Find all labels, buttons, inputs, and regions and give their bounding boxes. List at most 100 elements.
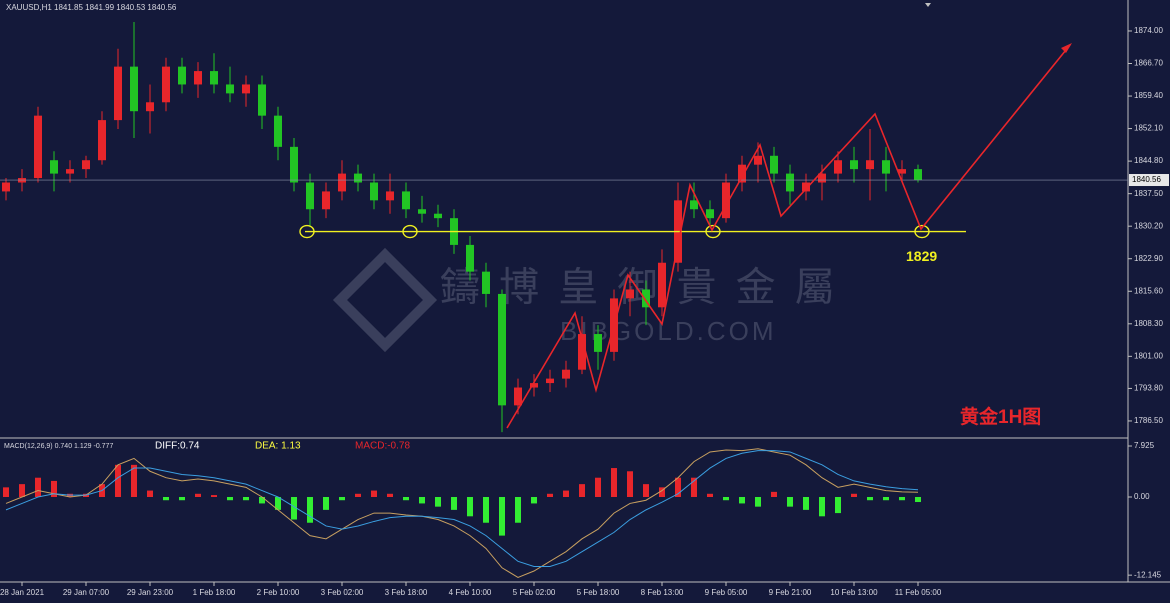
x-tick-label: 4 Feb 10:00 bbox=[449, 588, 492, 597]
macd-bar bbox=[691, 477, 697, 498]
y-tick-label: 1808.30 bbox=[1134, 319, 1163, 328]
macd-bar bbox=[675, 477, 681, 498]
x-tick-label: 5 Feb 02:00 bbox=[513, 588, 556, 597]
macd-bar bbox=[819, 497, 825, 517]
x-tick-label: 1 Feb 18:00 bbox=[193, 588, 236, 597]
candle-body bbox=[530, 383, 538, 388]
x-tick-label: 3 Feb 02:00 bbox=[321, 588, 364, 597]
candle-body bbox=[658, 262, 666, 308]
candle-body bbox=[2, 182, 10, 192]
candle-body bbox=[866, 160, 874, 170]
watermark-url: BIBGOLD.COM bbox=[560, 316, 776, 346]
arrow-head bbox=[1061, 43, 1072, 53]
candle-body bbox=[498, 293, 506, 406]
y-tick-label: -12.145 bbox=[1134, 570, 1162, 579]
x-tick-label: 9 Feb 21:00 bbox=[769, 588, 812, 597]
candle-body bbox=[706, 209, 714, 219]
macd-bar bbox=[275, 497, 281, 510]
candle-body bbox=[834, 160, 842, 174]
candle-body bbox=[578, 334, 586, 370]
analysis-drawing bbox=[506, 43, 1072, 429]
candle-body bbox=[290, 146, 298, 183]
macd-bar bbox=[355, 493, 361, 498]
candle-body bbox=[242, 84, 250, 94]
macd-bar bbox=[147, 490, 153, 498]
macd-bar bbox=[371, 490, 377, 498]
candle-body bbox=[306, 182, 314, 210]
macd-bar bbox=[659, 487, 665, 498]
candle-body bbox=[146, 102, 154, 112]
x-tick-label: 10 Feb 13:00 bbox=[830, 588, 878, 597]
macd-bar bbox=[579, 484, 585, 498]
candle-body bbox=[786, 173, 794, 192]
candle-body bbox=[898, 169, 906, 174]
last-price-label: 1840.56 bbox=[1132, 175, 1161, 184]
macd-bar bbox=[323, 497, 329, 510]
candle-body bbox=[770, 155, 778, 174]
macd-bar bbox=[627, 471, 633, 498]
shift-marker bbox=[925, 3, 931, 7]
candle-body bbox=[690, 200, 698, 210]
macd-bar bbox=[163, 497, 169, 501]
x-tick-label: 29 Jan 07:00 bbox=[63, 588, 110, 597]
candle-body bbox=[594, 334, 602, 352]
candle-body bbox=[722, 182, 730, 219]
macd-bar bbox=[403, 497, 409, 501]
macd-bar bbox=[51, 480, 57, 498]
macd-bar bbox=[243, 497, 249, 501]
macd-bar bbox=[179, 497, 185, 501]
candle-body bbox=[434, 213, 442, 219]
candle-body bbox=[482, 271, 490, 294]
macd-bar bbox=[787, 497, 793, 507]
candle-body bbox=[114, 66, 122, 121]
macd-bar bbox=[867, 497, 873, 501]
candle-body bbox=[274, 115, 282, 147]
y-tick-label: 1815.60 bbox=[1134, 286, 1163, 295]
candle-body bbox=[402, 191, 410, 210]
support-touch bbox=[914, 224, 930, 239]
macd-bar bbox=[563, 490, 569, 498]
candle-body bbox=[82, 160, 90, 170]
dea-label: DEA: 1.13 bbox=[255, 441, 301, 452]
macd-bar bbox=[195, 493, 201, 498]
macd-bar bbox=[499, 497, 505, 536]
dea-line bbox=[5, 450, 919, 567]
candle-body bbox=[562, 369, 570, 379]
candle-body bbox=[66, 169, 74, 174]
candle-body bbox=[914, 169, 922, 181]
candle-body bbox=[130, 66, 138, 112]
macd-bar bbox=[451, 497, 457, 510]
y-tick-label: 1874.00 bbox=[1134, 26, 1163, 35]
candle-body bbox=[626, 289, 634, 299]
y-tick-label: 7.925 bbox=[1134, 441, 1155, 450]
candle-body bbox=[98, 120, 106, 161]
macd-bar bbox=[435, 497, 441, 507]
y-tick-label: 1866.70 bbox=[1134, 59, 1163, 68]
candle-body bbox=[754, 155, 762, 165]
macd-bar bbox=[515, 497, 521, 523]
x-tick-label: 29 Jan 23:00 bbox=[127, 588, 174, 597]
macd-bar bbox=[771, 491, 777, 498]
macd-bar bbox=[115, 464, 121, 498]
last-price-box bbox=[1129, 174, 1169, 187]
macd-label: MACD:-0.78 bbox=[355, 441, 410, 452]
diff-label: DIFF:0.74 bbox=[155, 441, 200, 452]
macd-bar bbox=[835, 497, 841, 514]
candle-body bbox=[418, 209, 426, 214]
candle-body bbox=[194, 71, 202, 85]
y-tick-label: 1801.00 bbox=[1134, 351, 1163, 360]
symbol-header: XAUUSD,H1 1841.85 1841.99 1840.53 1840.5… bbox=[6, 3, 177, 12]
candle-body bbox=[258, 84, 266, 116]
y-tick-label: 1830.20 bbox=[1134, 221, 1163, 230]
macd-bar bbox=[483, 497, 489, 523]
candle-body bbox=[370, 182, 378, 201]
macd-bar bbox=[611, 468, 617, 498]
x-tick-label: 28 Jan 2021 bbox=[0, 588, 45, 597]
x-tick-label: 8 Feb 13:00 bbox=[641, 588, 684, 597]
macd-bar bbox=[387, 493, 393, 498]
macd-title: MACD(12,26,9) 0.740 1.129 -0.777 bbox=[4, 443, 113, 450]
candle-body bbox=[818, 173, 826, 183]
candle-body bbox=[34, 115, 42, 179]
candle-body bbox=[338, 173, 346, 192]
